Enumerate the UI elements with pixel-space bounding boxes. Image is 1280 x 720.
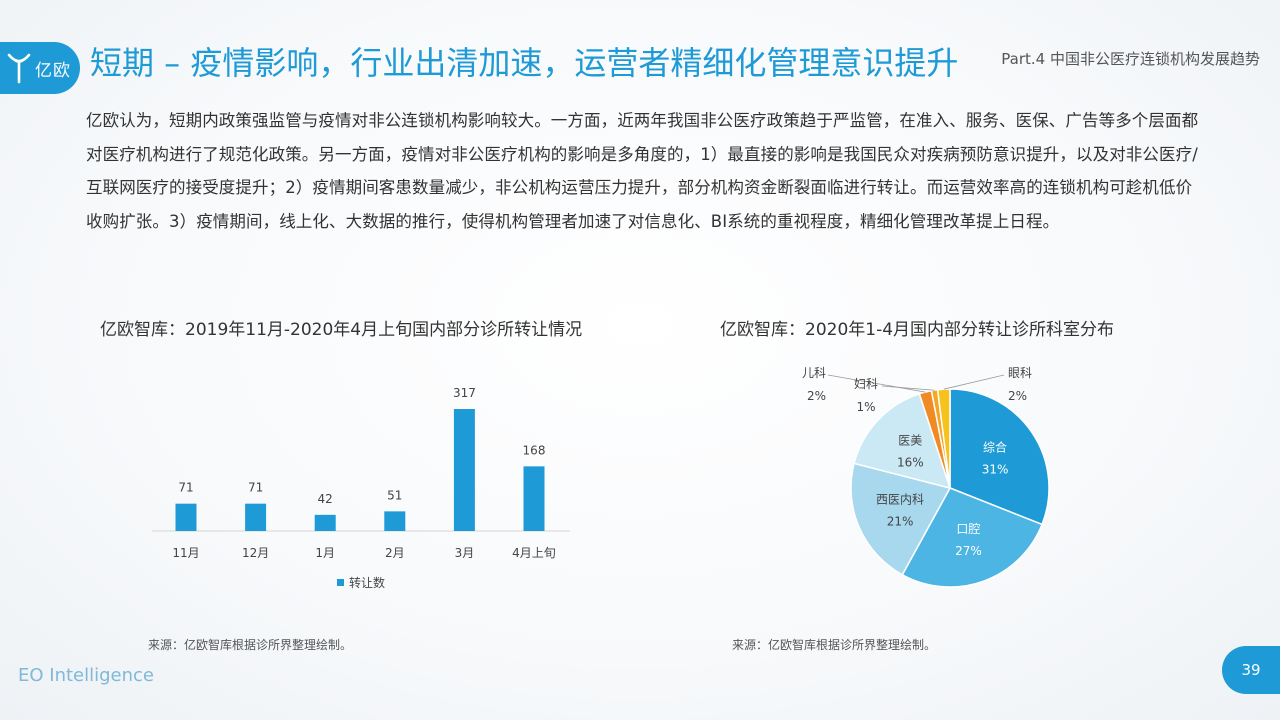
logo-text: 亿欧 [35, 60, 71, 81]
slice-label: 妇科 [854, 377, 878, 391]
page-title: 短期 – 疫情影响，行业出清加速，运营者精细化管理意识提升 [90, 44, 959, 82]
x-tick-label: 2月 [385, 546, 405, 560]
slice-percent: 21% [887, 515, 914, 529]
pie-slice-1 [949, 388, 1050, 526]
pie-chart-source: 来源：亿欧智库根据诊所界整理绘制。 [732, 638, 937, 652]
leader-line [881, 385, 935, 391]
bar-2 [245, 503, 267, 531]
slice-label: 综合 [983, 439, 1007, 454]
slice-label: 口腔 [956, 521, 980, 536]
slice-percent: 2% [807, 389, 826, 403]
leader-line [827, 374, 926, 393]
x-tick-label: 4月上旬 [512, 546, 556, 560]
bar-chart-source: 来源：亿欧智库根据诊所界整理绘制。 [148, 638, 353, 652]
bar-4 [384, 511, 406, 531]
page-number: 39 [1222, 646, 1280, 694]
bar-value-label: 317 [453, 386, 476, 400]
pie-chart: 综合 31% 口腔 27% 西医内科 21% 医美 16% 儿科 2% 妇科 1% 眼科 2% [802, 366, 1050, 588]
slice-label: 医美 [898, 434, 922, 448]
pie-slice-4 [853, 392, 952, 490]
bar-6 [523, 466, 545, 531]
intro-paragraph: 亿欧认为，短期内政策强监管与疫情对非公连锁机构影响较大。一方面，近两年我国非公医… [86, 111, 1199, 231]
bar-3 [314, 514, 336, 531]
logo-icon [7, 53, 31, 84]
slice-percent: 31% [982, 462, 1009, 476]
slice-label: 西医内科 [876, 493, 924, 507]
slice-label: 儿科 [802, 366, 826, 380]
bar-value-label: 71 [248, 481, 263, 495]
x-tick-label: 3月 [455, 546, 475, 560]
slice-label: 眼科 [1008, 366, 1032, 380]
bar-value-label: 42 [318, 492, 333, 506]
slice-percent: 27% [955, 544, 982, 558]
bar-1 [175, 503, 197, 531]
x-tick-label: 11月 [172, 546, 199, 560]
bar-value-label: 168 [523, 443, 546, 457]
footer-brand: EO Intelligence [18, 665, 154, 686]
legend-label: 转让数 [349, 575, 385, 590]
x-tick-label: 1月 [315, 546, 335, 560]
slice-percent: 1% [856, 400, 875, 414]
pie-slice-3 [850, 462, 952, 576]
section-label: Part.4 中国非公医疗连锁机构发展趋势 [1001, 50, 1260, 68]
bar-value-label: 71 [178, 481, 193, 495]
x-tick-label: 12月 [242, 546, 269, 560]
legend-swatch [337, 579, 344, 586]
logo-tab: 亿欧 [0, 42, 80, 94]
bar-chart-title: 亿欧智库：2019年11月-2020年4月上旬国内部分诊所转让情况 [100, 320, 583, 340]
slice-percent: 2% [1008, 389, 1027, 403]
leader-line [943, 374, 1005, 390]
pie-chart-title: 亿欧智库：2020年1-4月国内部分转让诊所科室分布 [720, 320, 1115, 340]
bar-value-label: 51 [387, 488, 402, 502]
slice-percent: 16% [897, 456, 924, 470]
bar-5 [453, 409, 475, 531]
